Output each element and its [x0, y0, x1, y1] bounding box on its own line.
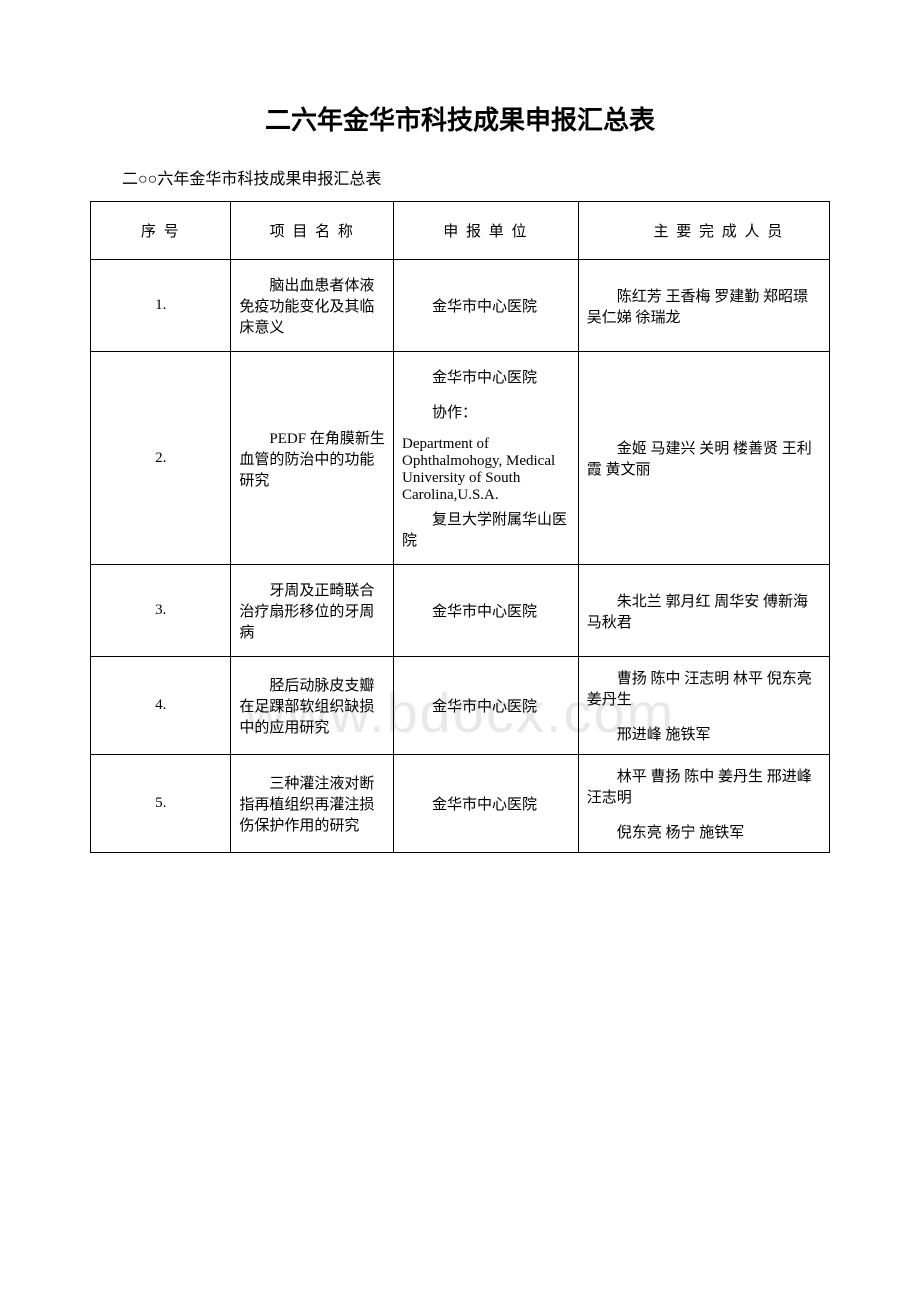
- cell-seq: 1.: [91, 260, 231, 352]
- cell-unit: 金华市中心医院: [393, 657, 578, 755]
- cell-seq: 3.: [91, 565, 231, 657]
- cell-seq: 2.: [91, 352, 231, 565]
- table-row: 2.PEDF 在角膜新生血管的防治中的功能研究金华市中心医院协作：Departm…: [91, 352, 830, 565]
- page-title: 二六年金华市科技成果申报汇总表: [90, 100, 830, 137]
- cell-name: 牙周及正畸联合治疗扇形移位的牙周病: [231, 565, 394, 657]
- cell-name: 脑出血患者体液免疫功能变化及其临床意义: [231, 260, 394, 352]
- cell-seq: 5.: [91, 755, 231, 853]
- table-row: 1.脑出血患者体液免疫功能变化及其临床意义金华市中心医院陈红芳 王香梅 罗建勤 …: [91, 260, 830, 352]
- table-row: 4.胫后动脉皮支瓣在足踝部软组织缺损中的应用研究金华市中心医院曹扬 陈中 汪志明…: [91, 657, 830, 755]
- cell-unit: 金华市中心医院协作：Department of Ophthalmohogy, M…: [393, 352, 578, 565]
- header-unit: 申 报 单 位: [393, 202, 578, 260]
- cell-unit: 金华市中心医院: [393, 755, 578, 853]
- document-content: 二六年金华市科技成果申报汇总表 二○○六年金华市科技成果申报汇总表 序 号 项 …: [90, 100, 830, 853]
- header-name: 项 目 名 称: [231, 202, 394, 260]
- table-row: 3.牙周及正畸联合治疗扇形移位的牙周病金华市中心医院朱北兰 郭月红 周华安 傅新…: [91, 565, 830, 657]
- header-seq: 序 号: [91, 202, 231, 260]
- table-header-row: 序 号 项 目 名 称 申 报 单 位 主 要 完 成 人 员: [91, 202, 830, 260]
- cell-seq: 4.: [91, 657, 231, 755]
- cell-people: 金姬 马建兴 关明 楼善贤 王利霞 黄文丽: [578, 352, 829, 565]
- cell-name: 胫后动脉皮支瓣在足踝部软组织缺损中的应用研究: [231, 657, 394, 755]
- summary-table: 序 号 项 目 名 称 申 报 单 位 主 要 完 成 人 员 1.脑出血患者体…: [90, 201, 830, 853]
- header-people: 主 要 完 成 人 员: [578, 202, 829, 260]
- cell-name: 三种灌注液对断指再植组织再灌注损伤保护作用的研究: [231, 755, 394, 853]
- table-row: 5.三种灌注液对断指再植组织再灌注损伤保护作用的研究金华市中心医院林平 曹扬 陈…: [91, 755, 830, 853]
- cell-name: PEDF 在角膜新生血管的防治中的功能研究: [231, 352, 394, 565]
- cell-people: 陈红芳 王香梅 罗建勤 郑昭璟 吴仁娣 徐瑞龙: [578, 260, 829, 352]
- cell-people: 曹扬 陈中 汪志明 林平 倪东亮 姜丹生邢进峰 施铁军: [578, 657, 829, 755]
- cell-unit: 金华市中心医院: [393, 565, 578, 657]
- cell-people: 朱北兰 郭月红 周华安 傅新海 马秋君: [578, 565, 829, 657]
- cell-people: 林平 曹扬 陈中 姜丹生 邢进峰 汪志明倪东亮 杨宁 施铁军: [578, 755, 829, 853]
- cell-unit: 金华市中心医院: [393, 260, 578, 352]
- page-subtitle: 二○○六年金华市科技成果申报汇总表: [90, 165, 830, 189]
